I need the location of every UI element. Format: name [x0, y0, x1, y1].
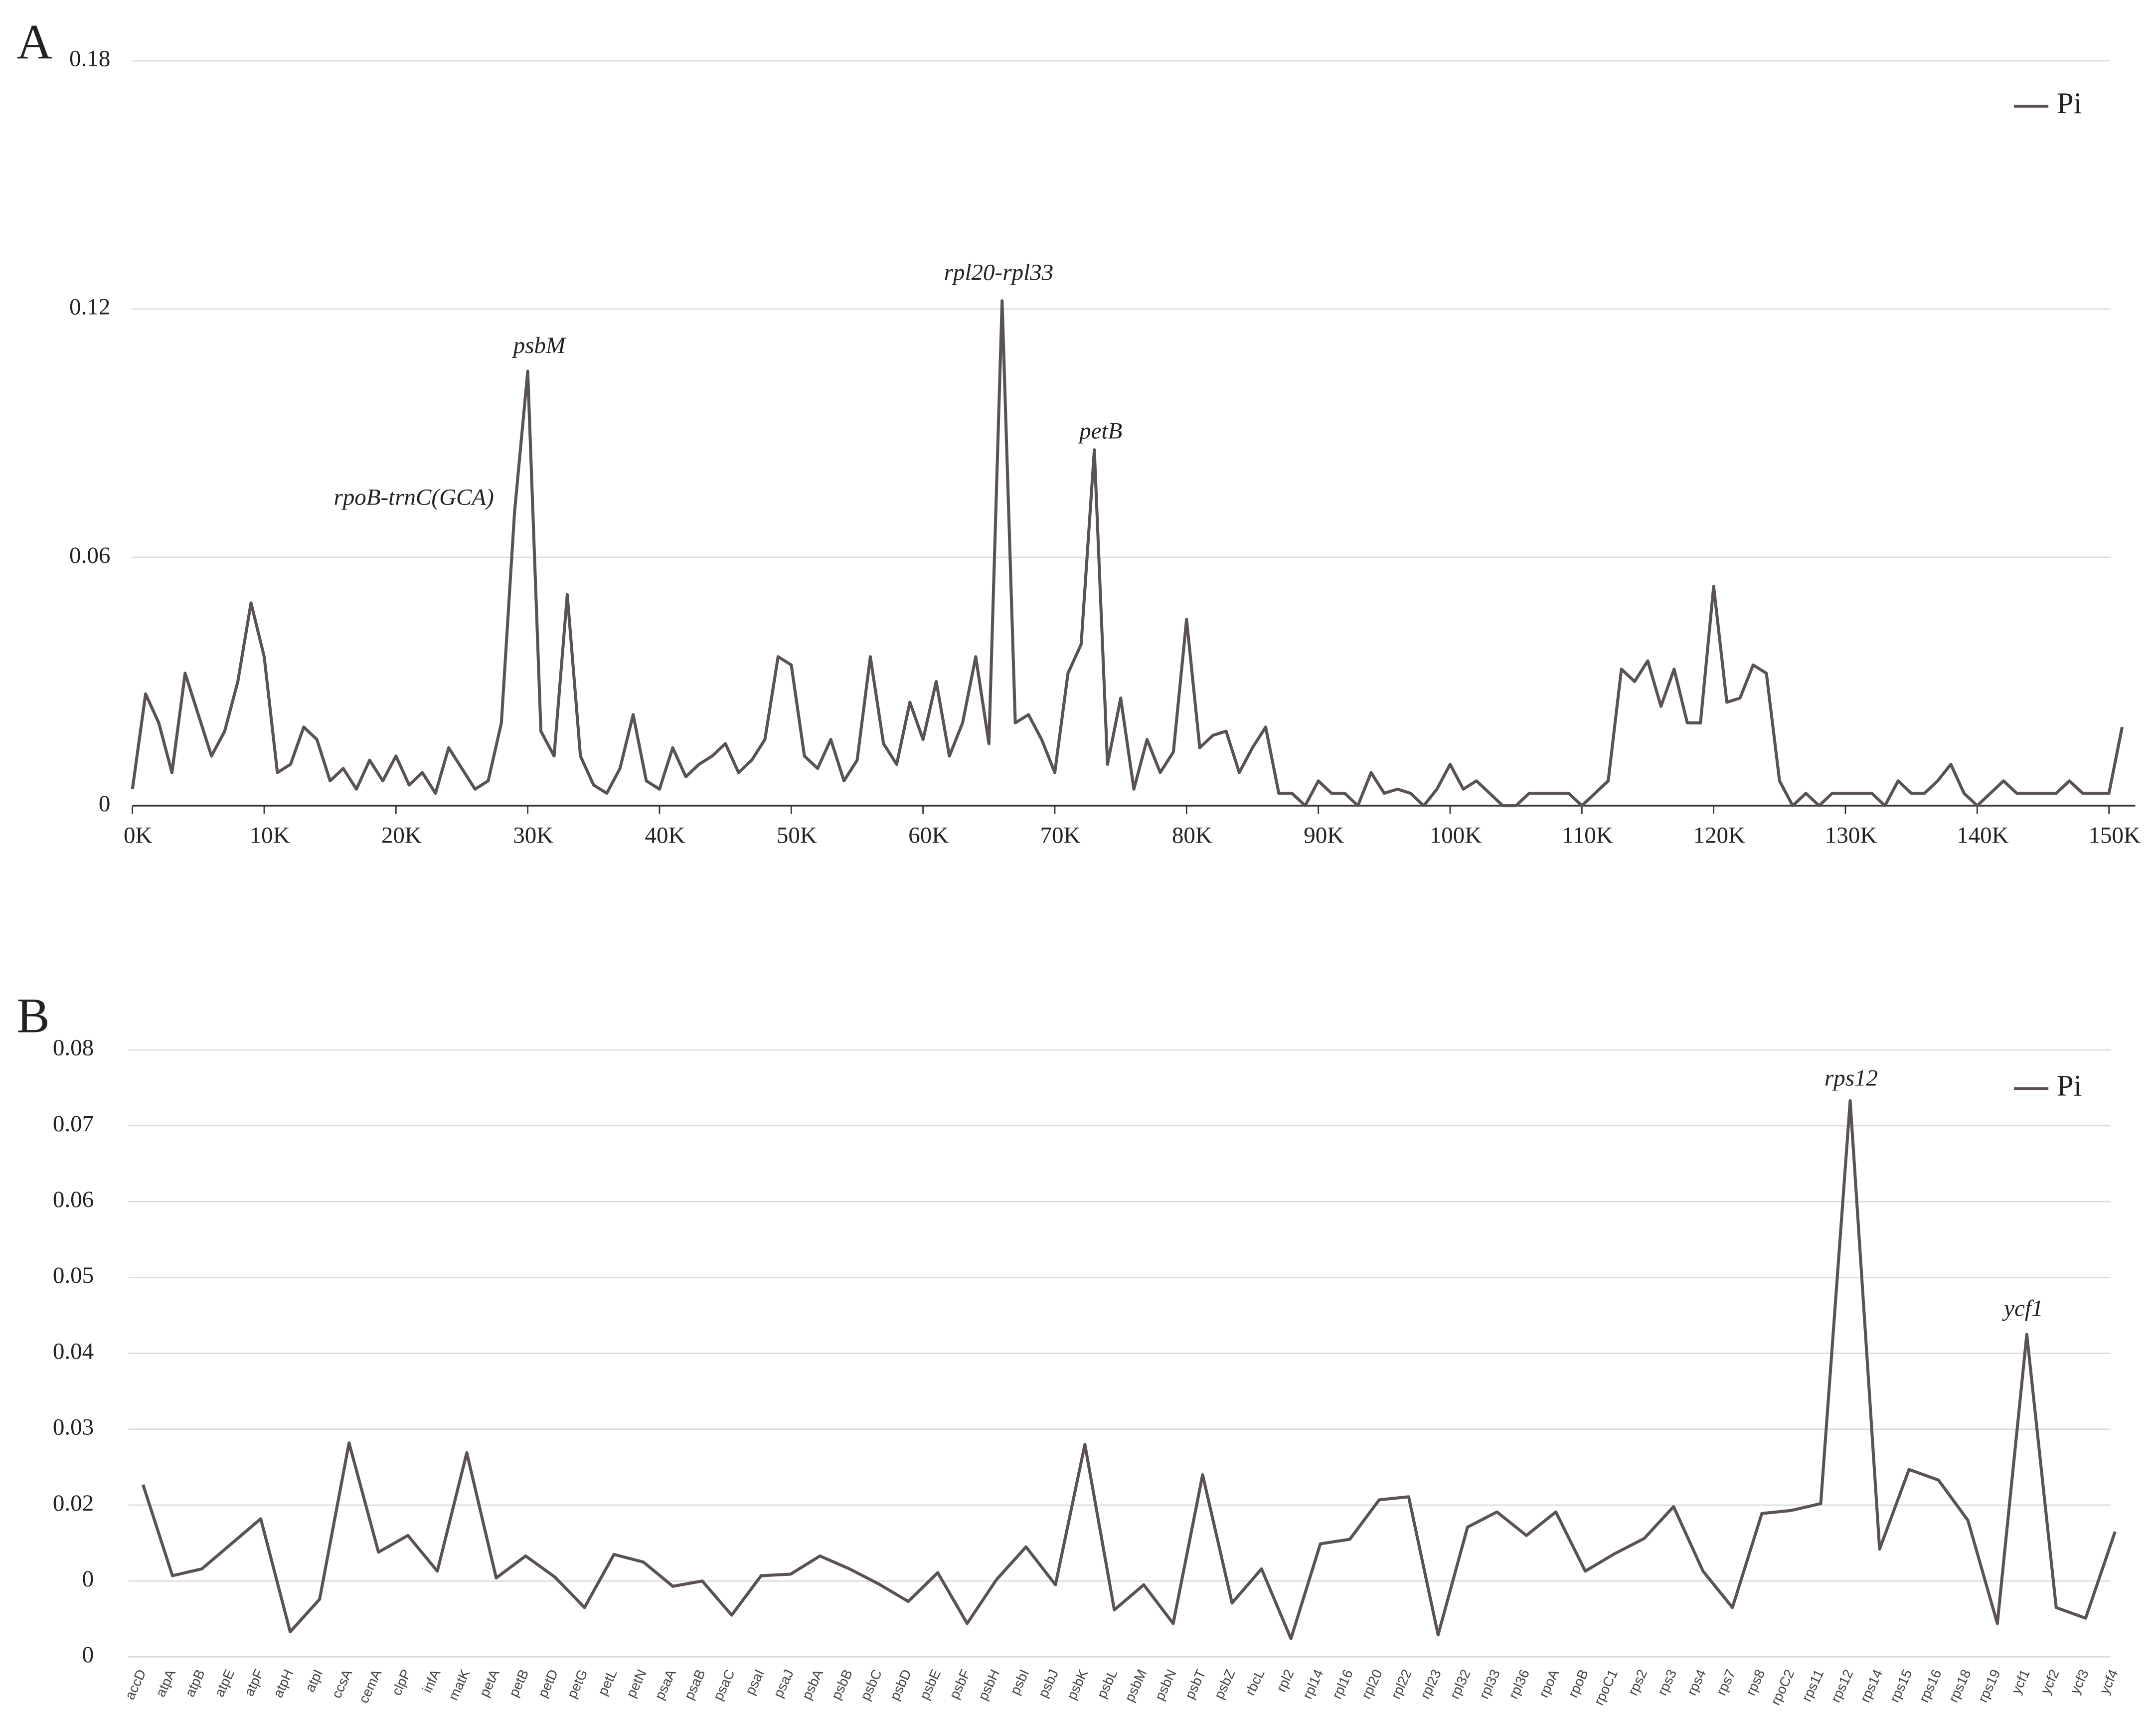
- x-tick-label: 150K: [2088, 823, 2141, 849]
- x-tick-label: 10K: [250, 823, 290, 849]
- y-tick-label: 0.12: [69, 294, 110, 320]
- y-tick-label: 0.05: [53, 1262, 94, 1288]
- x-tick-label: 20K: [381, 823, 422, 849]
- x-tick-label: 130K: [1825, 823, 1877, 849]
- pi-line: [141, 1099, 2117, 1640]
- y-tick-label: 0.08: [53, 1035, 94, 1061]
- x-tick-label: 60K: [908, 823, 949, 849]
- x-tick-label: 140K: [1957, 823, 2009, 849]
- y-tick-label: 0: [99, 791, 111, 817]
- pi-line: [131, 299, 2124, 808]
- y-tick-label: 0.03: [53, 1414, 94, 1440]
- x-tick-label: 100K: [1430, 823, 1482, 849]
- panel-label: B: [16, 988, 49, 1043]
- annotation: petB: [1078, 418, 1122, 444]
- x-tick-label: 70K: [1040, 823, 1081, 849]
- x-tick-label: 90K: [1304, 823, 1344, 849]
- y-tick-label: 0.04: [53, 1338, 94, 1364]
- x-tick-label: 110K: [1562, 823, 1613, 849]
- y-tick-label: 0: [82, 1566, 94, 1592]
- x-tick-label: 0K: [124, 823, 153, 849]
- x-tick-label: 50K: [777, 823, 817, 849]
- legend-label: Pi: [2057, 87, 2082, 120]
- y-tick-label: 0: [82, 1642, 94, 1668]
- y-tick-label: 0.02: [53, 1490, 94, 1516]
- legend-label: Pi: [2057, 1069, 2082, 1102]
- annotation: rpoB-trnC(GCA): [333, 485, 494, 511]
- x-tick-label: 120K: [1693, 823, 1745, 849]
- annotation: ycf1: [2002, 1296, 2043, 1322]
- y-tick-label: 0.06: [69, 542, 110, 568]
- x-tick-label: 40K: [645, 823, 685, 849]
- y-tick-label: 0.18: [69, 46, 110, 72]
- y-tick-label: 0.07: [53, 1111, 94, 1137]
- annotation: rpl20-rpl33: [944, 260, 1054, 286]
- x-tick-label: 30K: [513, 823, 553, 849]
- x-tick-label: 80K: [1172, 823, 1212, 849]
- y-tick-label: 0.06: [53, 1187, 94, 1212]
- annotation: rps12: [1824, 1065, 1878, 1091]
- annotation: psbM: [512, 333, 567, 358]
- panel-label: A: [16, 14, 52, 69]
